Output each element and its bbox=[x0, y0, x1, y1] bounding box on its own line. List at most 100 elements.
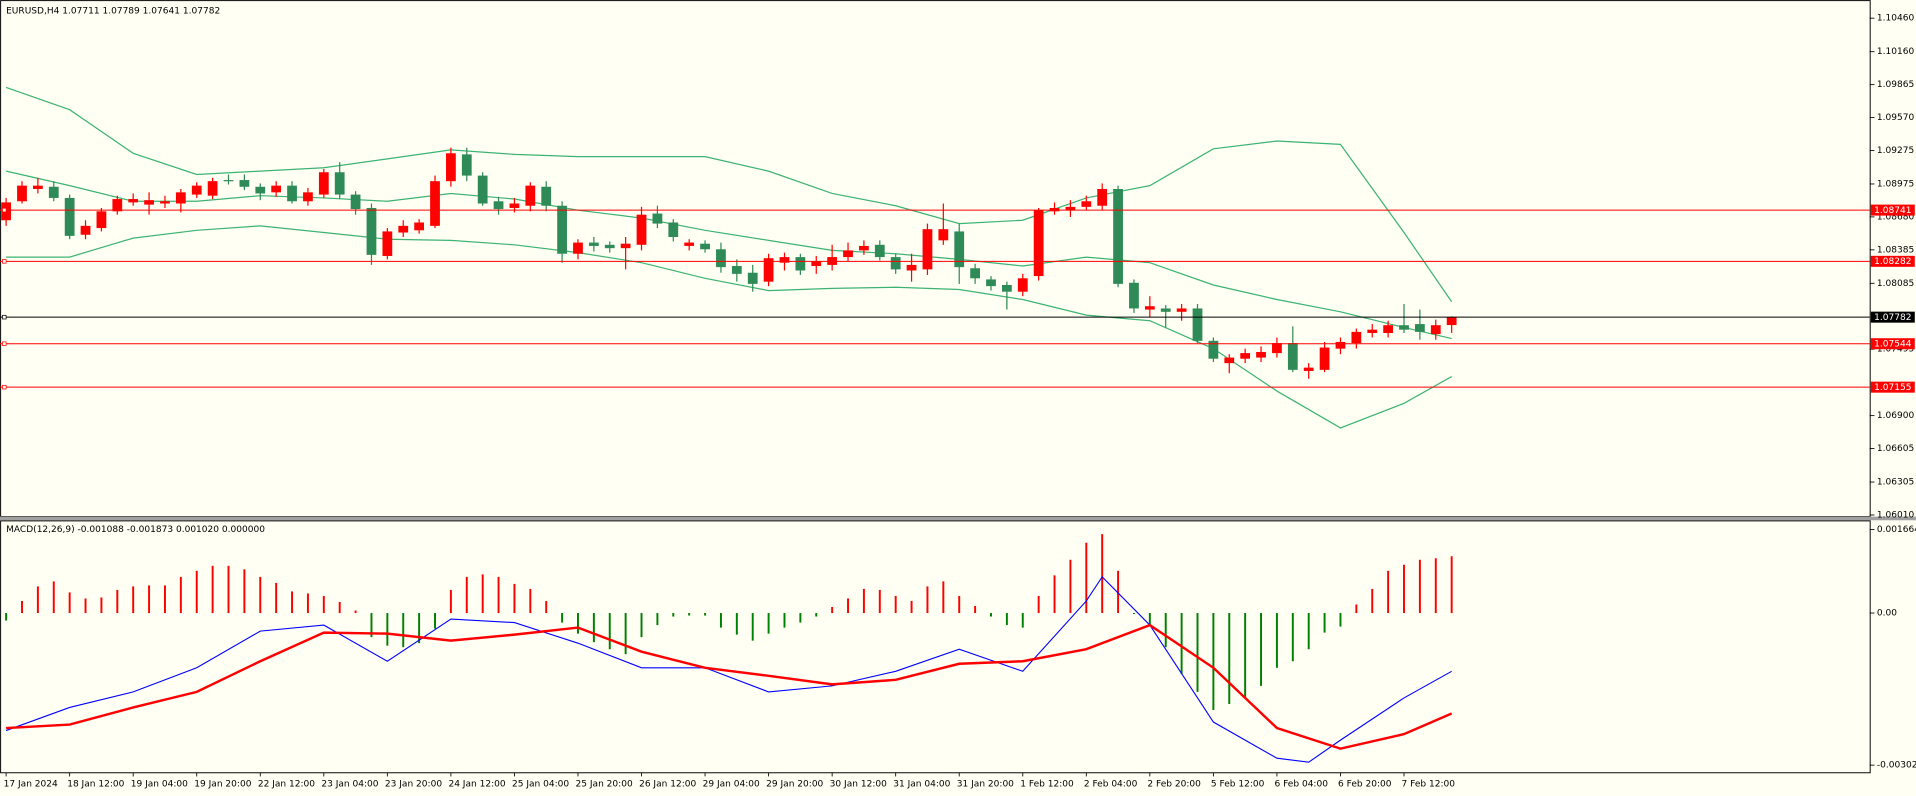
y-tick-label: 1.09865 bbox=[1877, 80, 1914, 90]
candle-body bbox=[684, 242, 695, 246]
candle-body bbox=[795, 257, 806, 271]
candle-body bbox=[287, 185, 297, 202]
candle-body bbox=[1097, 188, 1108, 206]
candle-body bbox=[1272, 343, 1282, 354]
candle-body bbox=[1335, 341, 1346, 349]
candle-body bbox=[747, 272, 758, 284]
candle-body bbox=[731, 266, 742, 274]
y-tick-label: 1.08085 bbox=[1877, 279, 1914, 289]
candle-body bbox=[17, 185, 27, 202]
level-tag-box bbox=[1870, 338, 1915, 350]
x-tick-label: 19 Jan 20:00 bbox=[194, 779, 251, 789]
y-tick-label: 1.06010 bbox=[1877, 510, 1915, 520]
x-tick-label: 25 Jan 04:00 bbox=[512, 779, 569, 789]
level-tag-box bbox=[1870, 381, 1915, 393]
candle-body bbox=[318, 172, 329, 195]
level-handle bbox=[2, 259, 7, 264]
candle-body bbox=[652, 213, 663, 224]
candle-body bbox=[1256, 351, 1266, 358]
x-tick-label: 25 Jan 20:00 bbox=[576, 779, 633, 789]
candle-body bbox=[716, 249, 726, 268]
candle-body bbox=[1240, 353, 1251, 359]
candle-body bbox=[1176, 308, 1187, 312]
candle-body bbox=[1383, 325, 1394, 334]
candle-body bbox=[1001, 285, 1012, 292]
x-tick-label: 29 Jan 20:00 bbox=[766, 779, 823, 789]
bid-handle bbox=[2, 314, 7, 320]
level-tag: 1.07544 bbox=[1874, 340, 1912, 350]
candle-body bbox=[668, 222, 679, 237]
candle-body bbox=[1065, 206, 1076, 211]
candle-body bbox=[96, 211, 107, 229]
candle-body bbox=[207, 181, 218, 196]
candle-body bbox=[938, 229, 949, 241]
y-tick-label: 0.001664 bbox=[1877, 525, 1916, 535]
candle-body bbox=[446, 153, 456, 182]
candle-body bbox=[1113, 188, 1123, 284]
chart-layer: EURUSD,H4 1.07711 1.07789 1.07641 1.0778… bbox=[0, 7, 1916, 789]
candle-body bbox=[509, 203, 520, 208]
candle-body bbox=[1351, 331, 1362, 344]
candle-body bbox=[986, 279, 996, 287]
candle-body bbox=[461, 154, 472, 176]
candle-body bbox=[588, 242, 599, 246]
level-handle bbox=[2, 341, 7, 346]
candle-body bbox=[636, 214, 647, 245]
candle-body bbox=[1129, 282, 1139, 309]
candle-body bbox=[557, 205, 567, 254]
candle-body bbox=[874, 244, 885, 258]
x-tick-label: 6 Feb 04:00 bbox=[1274, 779, 1328, 789]
candle-body bbox=[1160, 308, 1171, 312]
indicator-line bbox=[5, 575, 1452, 763]
level-handle bbox=[2, 207, 7, 213]
candle-body bbox=[763, 258, 774, 282]
candle-body bbox=[477, 175, 488, 204]
bid-tag-box bbox=[1870, 311, 1915, 323]
y-tick-label: 1.08385 bbox=[1877, 245, 1914, 255]
candle-body bbox=[64, 197, 75, 236]
candle-body bbox=[700, 243, 710, 250]
candle-body bbox=[1208, 340, 1219, 359]
candle-body bbox=[493, 201, 504, 210]
level-handle bbox=[2, 384, 7, 390]
candle-body bbox=[1144, 306, 1155, 310]
x-tick-label: 22 Jan 12:00 bbox=[258, 779, 315, 789]
y-tick-label: 0.00 bbox=[1877, 609, 1897, 619]
level-tag: 1.08741 bbox=[1874, 206, 1911, 216]
candle-body bbox=[80, 225, 91, 235]
x-tick-label: 31 Jan 20:00 bbox=[957, 779, 1014, 789]
candle-body bbox=[1081, 201, 1092, 207]
y-tick-label: 1.09570 bbox=[1877, 113, 1915, 123]
x-tick-label: 23 Jan 20:00 bbox=[385, 779, 442, 789]
x-tick-label: 2 Feb 20:00 bbox=[1147, 779, 1201, 789]
candle-body bbox=[906, 264, 917, 271]
x-tick-label: 17 Jan 2024 bbox=[4, 779, 58, 789]
candle-body bbox=[1446, 317, 1457, 326]
y-tick-label: 1.06900 bbox=[1877, 411, 1915, 421]
candle-body bbox=[1415, 324, 1425, 332]
y-tick-label: 1.08680 bbox=[1877, 212, 1915, 222]
candle-body bbox=[859, 245, 869, 251]
candle-body bbox=[620, 243, 631, 249]
x-tick-label: 7 Feb 12:00 bbox=[1402, 779, 1456, 789]
candle-body bbox=[1319, 347, 1330, 370]
indicator-line bbox=[5, 86, 1453, 303]
candle-body bbox=[954, 231, 965, 268]
level-tag-box bbox=[1870, 255, 1915, 267]
y-tick-label: 1.08975 bbox=[1877, 179, 1914, 189]
candle-body bbox=[1287, 343, 1298, 370]
candle-body bbox=[255, 186, 266, 194]
indicator-line bbox=[5, 170, 1452, 340]
x-tick-label: 26 Jan 12:00 bbox=[639, 779, 696, 789]
candle-body bbox=[1017, 278, 1028, 292]
candle-body bbox=[430, 181, 440, 226]
candle-body bbox=[1224, 357, 1235, 364]
candle-body bbox=[1192, 308, 1203, 341]
level-tag: 1.07155 bbox=[1874, 383, 1911, 393]
macd-panel-frame bbox=[0, 520, 1871, 774]
candle-body bbox=[350, 194, 361, 210]
chart-title: EURUSD,H4 1.07711 1.07789 1.07641 1.0778… bbox=[6, 7, 220, 17]
candle-body bbox=[1430, 325, 1441, 335]
